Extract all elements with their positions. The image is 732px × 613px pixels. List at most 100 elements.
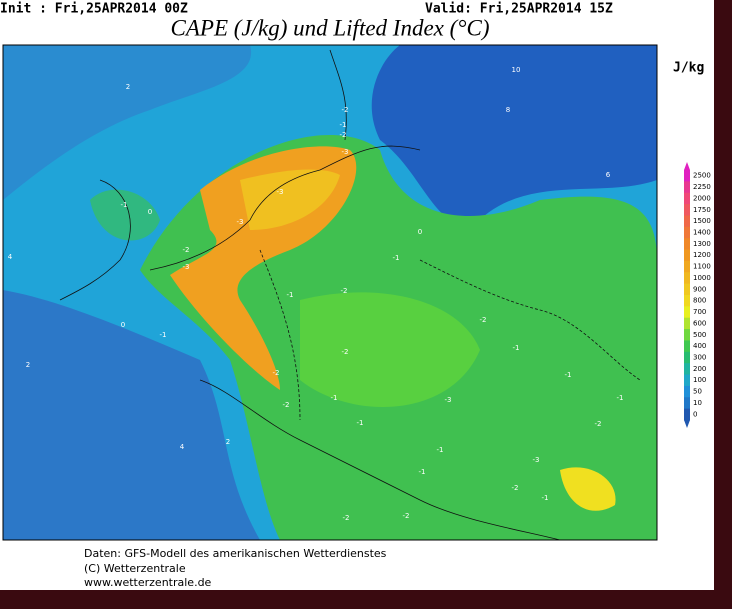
contour-label: -1 [542, 494, 549, 502]
colorbar-label: 300 [693, 354, 706, 362]
colorbar-swatch [684, 283, 690, 296]
contour-label: -2 [343, 514, 350, 522]
contour-label: -2 [273, 369, 280, 377]
colorbar-swatch [684, 408, 690, 421]
colorbar-swatch [684, 295, 690, 307]
colorbar-label: 500 [693, 331, 706, 339]
contour-label: -2 [480, 316, 487, 324]
colorbar-swatch [684, 374, 690, 387]
colorbar-label: 1200 [693, 251, 711, 259]
contour-label: -2 [403, 512, 410, 520]
colorbar-swatch [684, 204, 690, 216]
contour-label: -2 [342, 106, 349, 114]
unit-label: J/kg [673, 61, 704, 76]
colorbar-label: 50 [693, 388, 702, 396]
contour-label: 0 [148, 208, 152, 216]
colorbar-swatch [684, 317, 690, 330]
colorbar-label: 1000 [693, 274, 711, 282]
contour-label: -3 [533, 456, 540, 464]
contour-label: -1 [437, 446, 444, 454]
colorbar-swatch [684, 238, 690, 251]
contour-label: -3 [445, 396, 452, 404]
footer-line: (C) Wetterzentrale [84, 562, 186, 575]
colorbar-swatch [684, 215, 690, 228]
colorbar-label: 1750 [693, 206, 711, 214]
colorbar-tip [684, 420, 690, 428]
colorbar-label: 2000 [693, 194, 711, 202]
init-time: Init : Fri,25APR2014 00Z [0, 2, 188, 17]
footer-line: Daten: GFS-Modell des amerikanischen Wet… [84, 547, 387, 560]
border [259, 249, 301, 421]
contour-label: -3 [342, 148, 349, 156]
contour-label: 2 [126, 83, 130, 91]
contour-label: -2 [283, 401, 290, 409]
colorbar-swatch [684, 170, 690, 182]
coastline [149, 145, 421, 271]
frame-bottom [0, 590, 732, 609]
contour-label: 8 [506, 106, 510, 114]
contour-label: -1 [331, 394, 338, 402]
contour-label: 2 [26, 361, 30, 369]
coastlines [59, 49, 641, 541]
contour-label: -1 [419, 468, 426, 476]
colorbar-label: 1100 [693, 263, 711, 271]
colorbar-label: 1400 [693, 229, 711, 237]
colorbar-label: 200 [693, 365, 706, 373]
contour-label: -1 [513, 344, 520, 352]
colorbar-swatch [684, 363, 690, 376]
colorbar-swatch [684, 181, 690, 194]
cape-region [300, 292, 480, 408]
contour-label: 10 [512, 66, 521, 74]
colorbar-label: 800 [693, 297, 706, 305]
cape-region [3, 45, 252, 200]
map-title: CAPE (J/kg) und Lifted Index (°C) [171, 15, 490, 40]
cape-region [371, 45, 657, 230]
cape-region [90, 189, 160, 241]
colorbar-label: 1300 [693, 240, 711, 248]
colorbar-label: 2250 [693, 183, 711, 191]
contour-label: -1 [340, 121, 347, 129]
contour-label: -1 [617, 394, 624, 402]
contour-label: -2 [183, 246, 190, 254]
contour-label: -2 [595, 420, 602, 428]
contour-label: 2 [226, 438, 230, 446]
colorbar-swatch [684, 272, 690, 285]
colorbar-label: 1500 [693, 217, 711, 225]
contour-label: -3 [277, 188, 284, 196]
contour-label: 6 [606, 171, 611, 179]
colorbar-label: 900 [693, 285, 706, 293]
cape-region [3, 290, 260, 540]
contour-label: -2 [340, 131, 347, 139]
colorbar-label: 400 [693, 342, 706, 350]
contour-label: -1 [565, 371, 572, 379]
contour-label: -2 [512, 484, 519, 492]
contour-label: -1 [160, 331, 167, 339]
contour-label: -3 [237, 218, 244, 226]
colorbar-label: 2500 [693, 172, 711, 180]
colorbar-swatch [684, 340, 690, 353]
colorbar-swatch [684, 249, 690, 262]
footer-line: www.wetterzentrale.de [84, 576, 212, 589]
coastline [199, 379, 561, 541]
frame-right [714, 0, 732, 609]
map-area [2, 44, 658, 541]
contour-label: -1 [393, 254, 400, 262]
contour-label: 0 [418, 228, 422, 236]
colorbar-swatch [684, 385, 690, 398]
colorbar-swatch [684, 329, 690, 341]
cape-region [560, 467, 616, 511]
map-frame [2, 44, 658, 541]
colorbar-swatch [684, 260, 690, 273]
contour-label: -1 [121, 201, 128, 209]
colorbar-label: 0 [693, 410, 697, 418]
colorbar-swatch [684, 351, 690, 364]
cape-region [240, 169, 340, 230]
colorbar-swatch [684, 226, 690, 239]
contour-label: -2 [341, 287, 348, 295]
colorbar-label: 600 [693, 319, 706, 327]
valid-time: Valid: Fri,25APR2014 15Z [425, 2, 613, 17]
colorbar-swatch [684, 192, 690, 205]
contour-label: 4 [8, 253, 13, 261]
contour-label: -3 [183, 263, 190, 271]
